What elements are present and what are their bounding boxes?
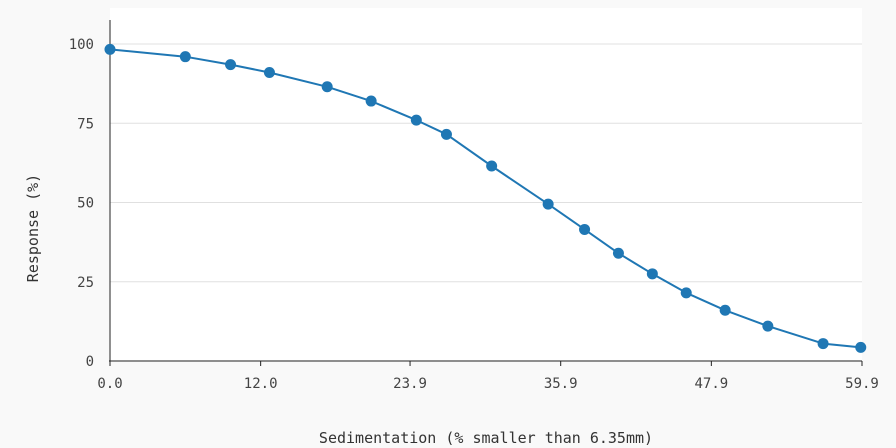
data-point	[612, 247, 624, 259]
y-tick-label: 100	[69, 37, 94, 53]
data-point	[321, 81, 333, 93]
axes	[109, 20, 862, 362]
x-tick-label: 12.0	[244, 376, 278, 392]
x-tick-label: 47.9	[694, 376, 728, 392]
data-point	[104, 43, 116, 55]
data-point	[680, 287, 692, 299]
data-point	[817, 338, 829, 350]
data-point	[646, 268, 658, 280]
data-point	[579, 223, 591, 235]
data-series	[104, 43, 867, 353]
data-point	[440, 128, 452, 140]
gridlines	[110, 43, 862, 283]
x-tick-label: 23.9	[393, 376, 427, 392]
data-point	[179, 51, 191, 63]
tick-labels: 0 25 50 75 100 0.0 12.0 23.9 35.9 47.9 59.9	[69, 37, 879, 392]
tick-marks	[109, 361, 863, 366]
x-tick-label: 59.9	[845, 376, 879, 392]
data-point	[486, 160, 498, 172]
data-point	[719, 304, 731, 316]
y-tick-label: 75	[77, 116, 94, 132]
data-point	[225, 59, 237, 71]
data-point	[855, 341, 867, 353]
x-tick-label: 0.0	[97, 376, 122, 392]
data-point	[365, 95, 377, 107]
x-axis-title: Sedimentation (% smaller than 6.35mm)	[319, 429, 653, 447]
data-point	[542, 198, 554, 210]
data-point	[410, 114, 422, 126]
plot-area	[110, 8, 862, 360]
y-tick-label: 25	[77, 275, 94, 291]
y-tick-label: 50	[77, 196, 94, 212]
y-tick-label: 0	[86, 354, 94, 370]
y-axis-title: Response (%)	[24, 174, 42, 282]
data-point	[263, 67, 275, 79]
data-point	[762, 320, 774, 332]
x-tick-label: 35.9	[544, 376, 578, 392]
series-line	[109, 48, 861, 349]
